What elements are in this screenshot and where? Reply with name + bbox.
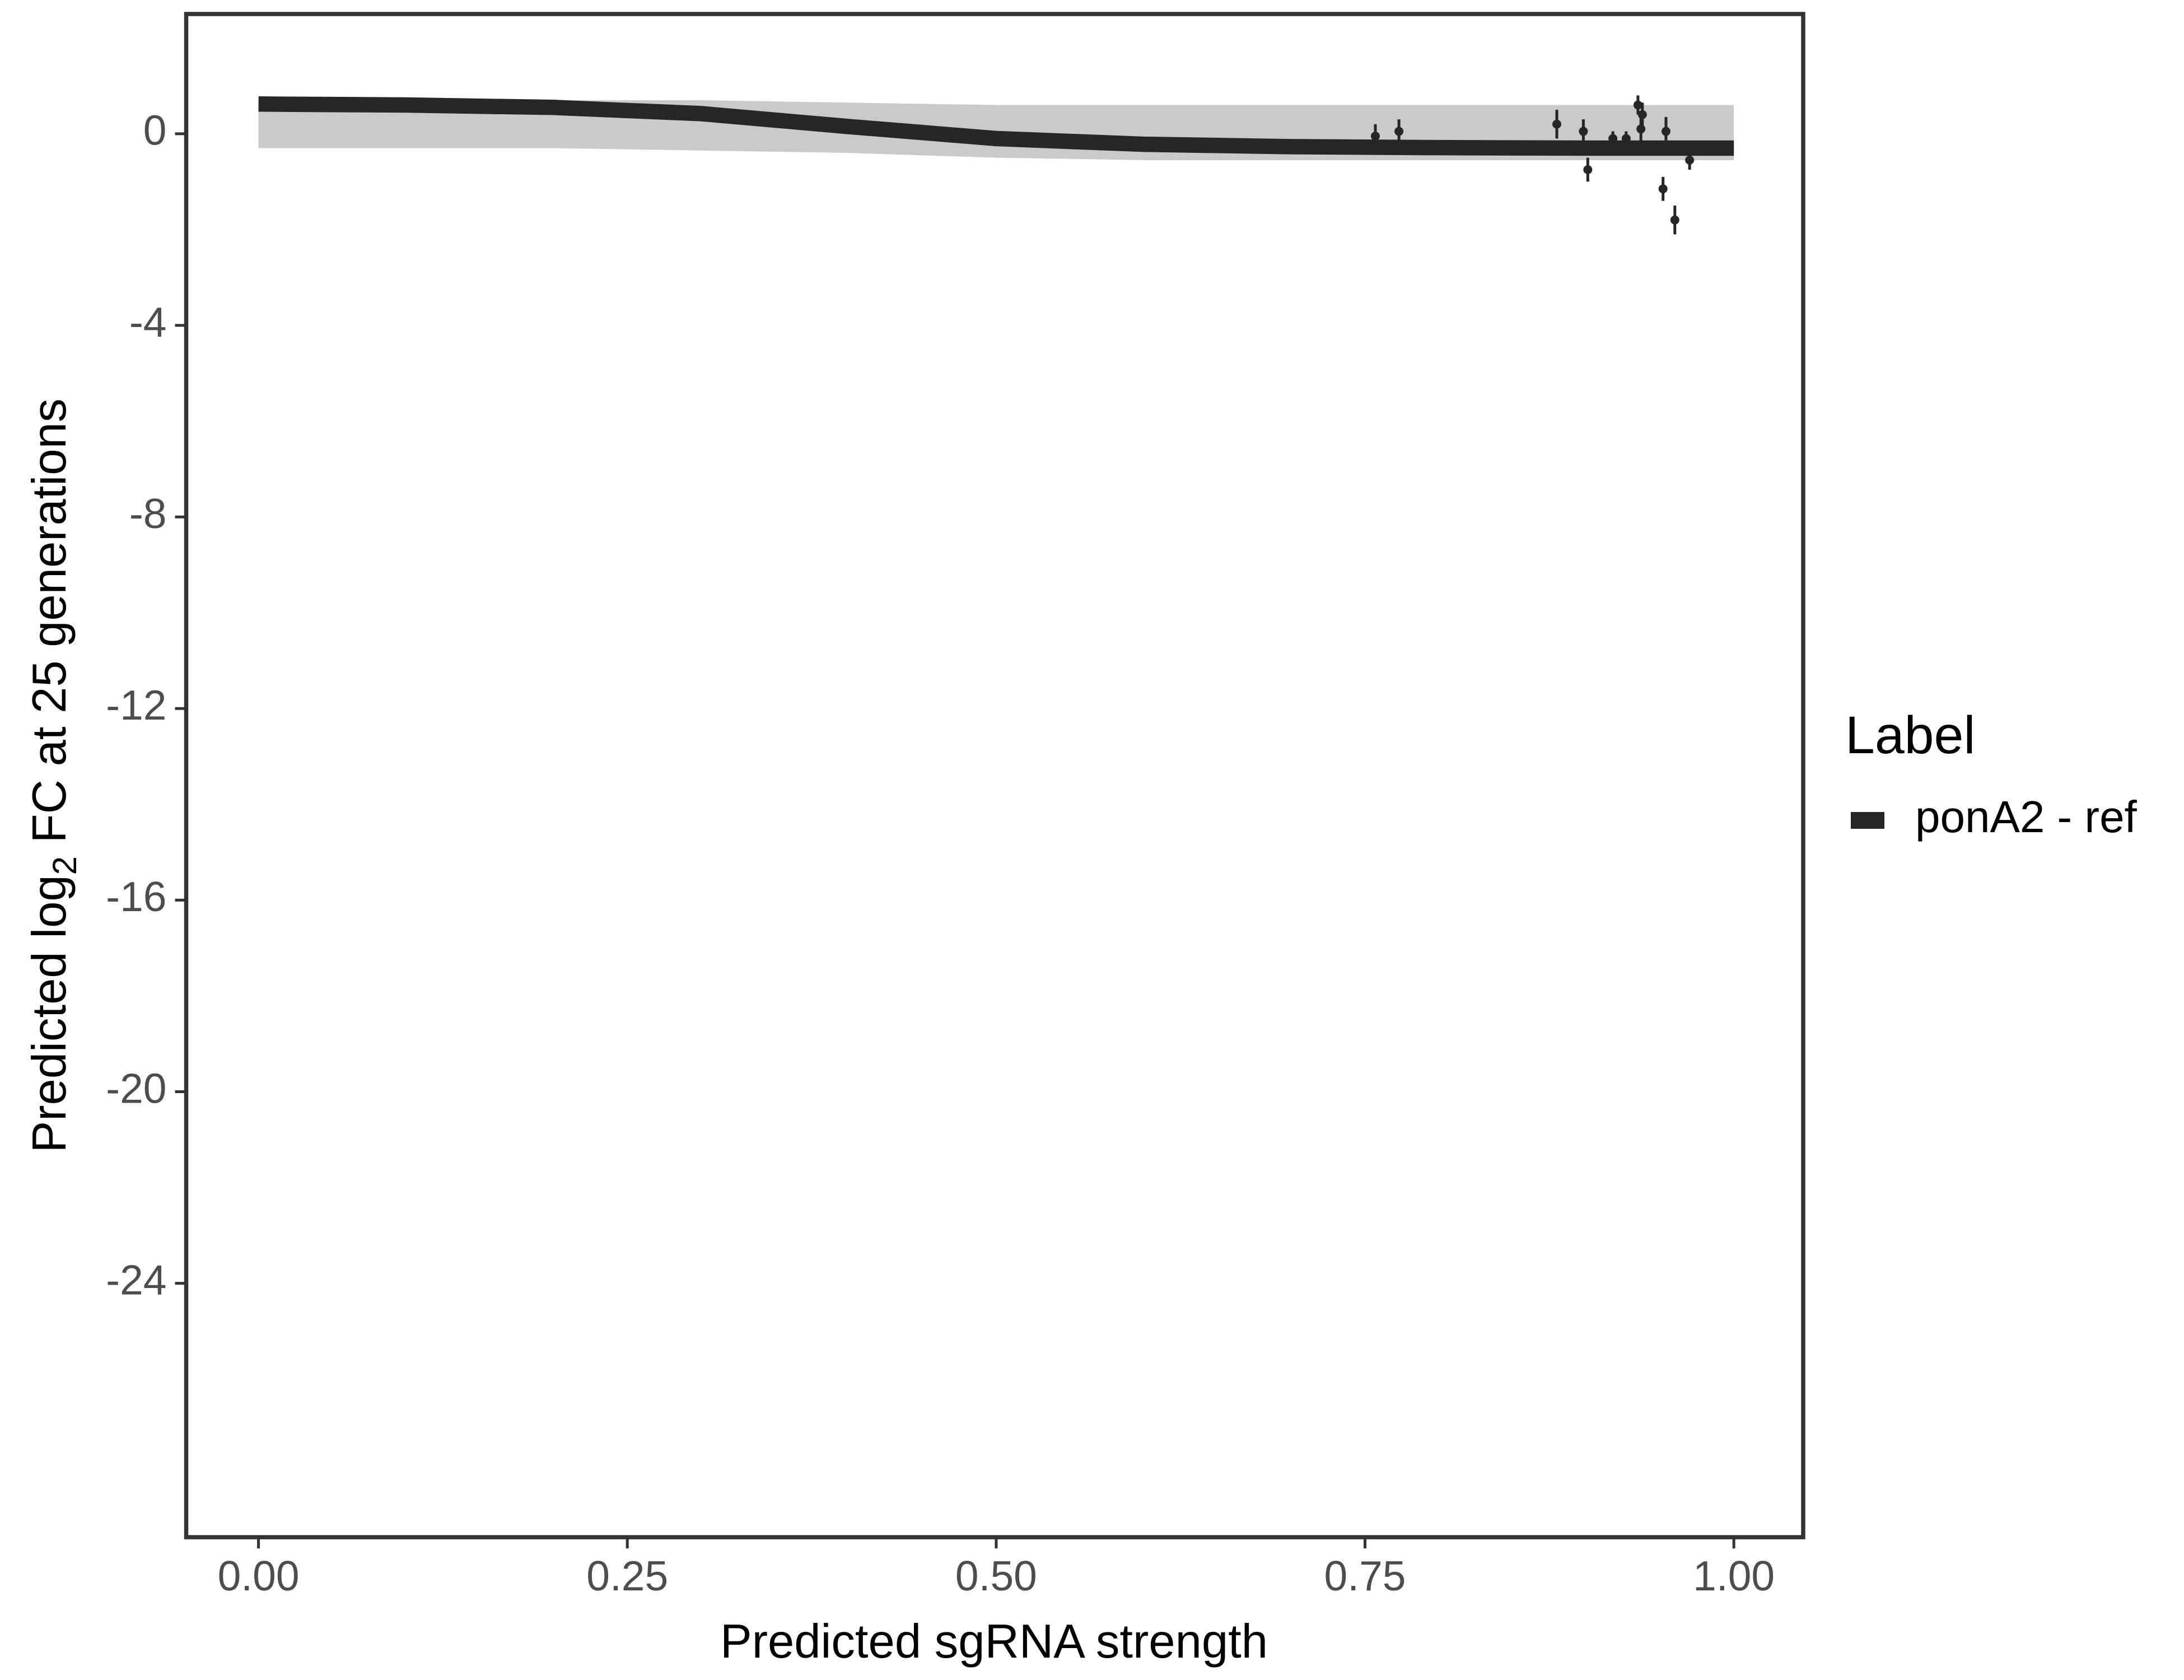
fit-line	[258, 96, 1734, 156]
y-title-main: Predicted log	[23, 875, 76, 1152]
data-point	[1633, 100, 1642, 110]
y-tick-label: -16	[106, 873, 166, 920]
x-tick-label: 0.75	[1324, 1552, 1406, 1599]
data-point	[1661, 127, 1670, 136]
data-point	[1637, 110, 1647, 119]
data-point	[1552, 119, 1562, 129]
x-tick-label: 0.00	[218, 1552, 300, 1599]
data-point	[1670, 215, 1679, 225]
data-point	[1658, 184, 1668, 194]
plot-border	[184, 12, 1805, 1539]
x-tick-label: 1.00	[1693, 1552, 1775, 1599]
legend-label: ponA2 - ref	[1915, 792, 2138, 842]
y-tick-label: -12	[106, 682, 166, 729]
data-point	[1608, 134, 1618, 143]
x-tick-label: 0.50	[955, 1552, 1037, 1599]
data-point	[1685, 155, 1695, 165]
y-tick-label: -24	[106, 1256, 166, 1303]
y-title-sub: 2	[46, 856, 83, 875]
data-point	[1579, 127, 1588, 136]
data-point	[1636, 124, 1646, 134]
data-point	[1621, 134, 1631, 143]
legend-title: Label	[1845, 706, 1975, 765]
y-tick-label: -4	[129, 298, 167, 346]
x-axis-title: Predicted sgRNA strength	[720, 1615, 1268, 1668]
y-tick-label: -8	[129, 490, 167, 537]
x-tick-label: 0.25	[586, 1552, 668, 1599]
data-point	[1394, 127, 1404, 136]
y-tick-label: -20	[106, 1065, 166, 1112]
y-title-rest: FC at 25 generations	[23, 399, 76, 856]
y-axis-title: Predicted log2 FC at 25 generations	[23, 399, 83, 1153]
data-point	[1583, 165, 1593, 174]
legend-swatch	[1851, 812, 1884, 829]
y-tick-label: 0	[143, 107, 167, 154]
data-point	[1370, 132, 1380, 141]
